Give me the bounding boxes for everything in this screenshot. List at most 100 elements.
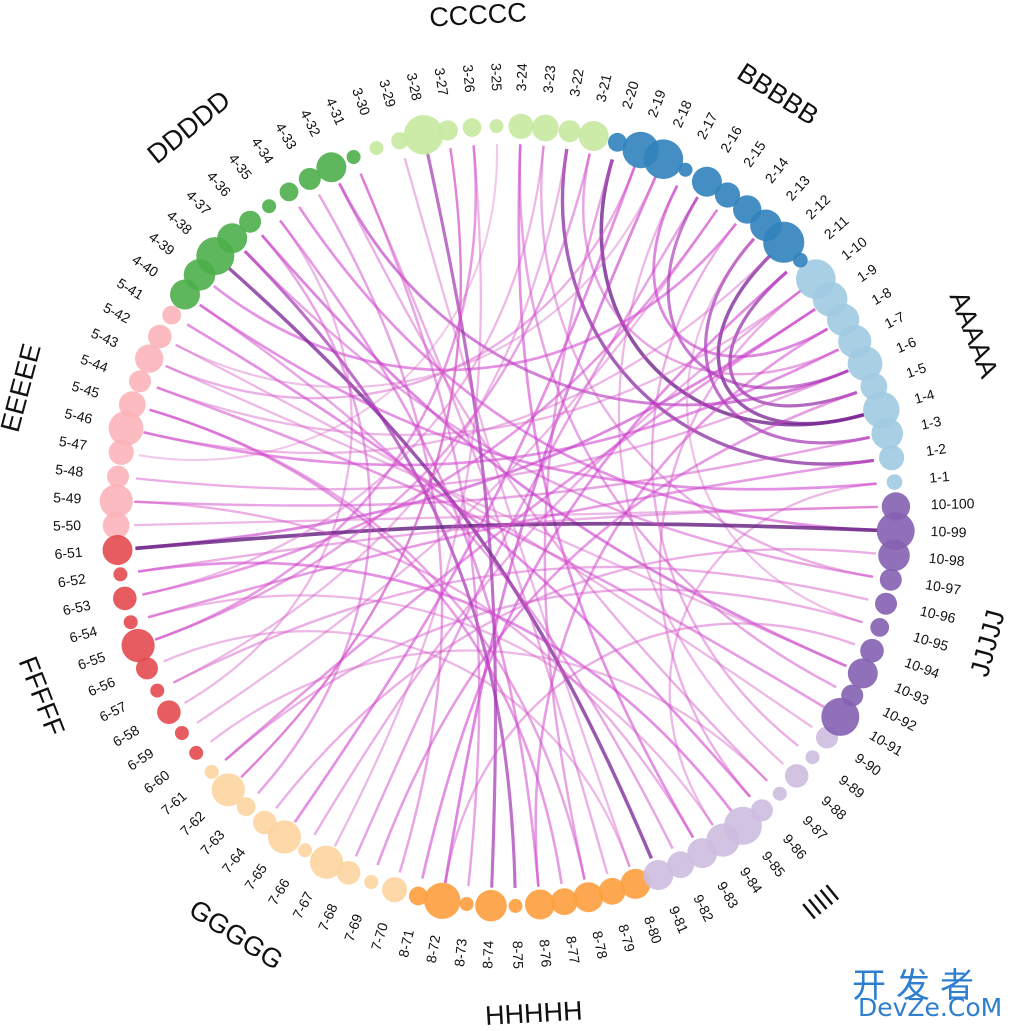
- node-label-3-28: 3-28: [404, 71, 426, 102]
- node-label-7-65: 7-65: [241, 860, 270, 892]
- chord-link: [154, 153, 591, 641]
- node-3-22: [558, 120, 581, 143]
- chord-link: [376, 391, 858, 866]
- node-6-58: [157, 700, 181, 724]
- chord-link: [617, 185, 785, 765]
- node-label-2-15: 2-15: [740, 138, 769, 170]
- chord-link: [149, 408, 563, 884]
- chord-link: [582, 153, 840, 376]
- node-7-63: [236, 797, 256, 817]
- node-6-51: [102, 535, 133, 565]
- node-3-21: [578, 121, 609, 151]
- chord-link: [209, 649, 769, 782]
- node-label-5-41: 5-41: [114, 275, 146, 303]
- node-label-6-53: 6-53: [61, 597, 92, 619]
- node-label-7-63: 7-63: [197, 826, 228, 858]
- chord-link: [420, 270, 788, 879]
- node-label-10-91: 10-91: [867, 727, 906, 759]
- node-label-1-6: 1-6: [894, 333, 919, 356]
- node-label-1-2: 1-2: [925, 440, 948, 459]
- node-8-78: [573, 882, 604, 913]
- chord-link: [134, 505, 878, 527]
- node-5-48: [107, 465, 129, 488]
- chord-link: [212, 222, 738, 372]
- node-label-8-79: 8-79: [615, 922, 638, 954]
- chord-link: [142, 209, 719, 596]
- chord-link: [650, 222, 800, 747]
- node-label-10-100: 10-100: [931, 495, 975, 512]
- node-label-5-49: 5-49: [53, 489, 82, 506]
- node-9-85: [723, 806, 762, 845]
- node-2-16: [691, 166, 722, 197]
- node-4-36: [239, 210, 262, 233]
- node-label-6-54: 6-54: [68, 623, 100, 646]
- chord-link: [425, 152, 498, 888]
- node-4-31: [346, 150, 361, 164]
- node-label-8-74: 8-74: [479, 940, 496, 969]
- chord-link: [668, 482, 877, 826]
- group-label-JJJJJ: JJJJJ: [964, 607, 1010, 680]
- node-1-2: [879, 445, 905, 471]
- node-label-2-16: 2-16: [717, 123, 745, 155]
- node-6-53: [113, 586, 137, 611]
- node-label-10-93: 10-93: [892, 679, 931, 708]
- node-label-8-73: 8-73: [451, 938, 470, 968]
- node-label-1-5: 1-5: [904, 359, 929, 381]
- node-label-7-66: 7-66: [265, 875, 293, 907]
- node-label-9-86: 9-86: [780, 831, 811, 863]
- node-6-56: [136, 657, 158, 680]
- node-8-79: [598, 877, 626, 905]
- chord-link: [172, 148, 568, 684]
- node-label-6-58: 6-58: [110, 722, 142, 750]
- node-label-10-99: 10-99: [930, 523, 967, 540]
- node-label-8-71: 8-71: [395, 928, 417, 959]
- node-7-69: [364, 875, 379, 889]
- node-label-1-3: 1-3: [919, 413, 942, 433]
- node-label-3-29: 3-29: [376, 78, 399, 110]
- node-label-6-55: 6-55: [76, 648, 108, 672]
- node-label-9-82: 9-82: [690, 892, 717, 924]
- node-6-52: [113, 567, 128, 582]
- node-label-1-9: 1-9: [854, 260, 880, 285]
- chord-link: [704, 237, 870, 445]
- node-2-17: [678, 162, 693, 177]
- node-8-77: [550, 888, 578, 915]
- node-5-50: [102, 512, 130, 539]
- node-label-3-23: 3-23: [540, 64, 559, 94]
- node-label-7-61: 7-61: [158, 788, 190, 819]
- node-label-4-31: 4-31: [323, 95, 349, 127]
- node-3-29: [391, 132, 409, 150]
- chord-link: [172, 565, 869, 684]
- node-3-28: [403, 115, 444, 155]
- chord-link: [227, 266, 653, 860]
- node-label-4-33: 4-33: [272, 120, 300, 152]
- chord-link: [147, 594, 714, 826]
- node-label-4-38: 4-38: [164, 207, 196, 238]
- node-5-49: [99, 484, 133, 518]
- chord-link: [686, 237, 863, 624]
- node-label-7-70: 7-70: [368, 920, 391, 952]
- group-label-BBBBB: BBBBB: [732, 57, 824, 131]
- node-label-3-21: 3-21: [593, 72, 615, 103]
- chord-link: [143, 253, 772, 455]
- chord-link: [403, 157, 631, 868]
- node-10-95: [870, 618, 890, 637]
- node-4-34: [279, 182, 299, 202]
- node-label-1-10: 1-10: [838, 233, 870, 263]
- chord-link: [260, 234, 847, 668]
- node-8-74: [475, 889, 507, 922]
- chord-link: [243, 249, 517, 888]
- node-label-2-12: 2-12: [802, 191, 833, 222]
- chord-link: [359, 173, 481, 887]
- node-label-4-34: 4-34: [248, 134, 277, 166]
- node-5-44: [129, 370, 151, 393]
- node-7-67: [309, 845, 344, 879]
- chord-link: [137, 561, 733, 813]
- group-label-HHHHH: HHHHH: [484, 996, 583, 1031]
- chord-link: [240, 148, 463, 779]
- node-label-1-1: 1-1: [929, 468, 951, 486]
- node-6-59: [174, 726, 189, 740]
- group-label-IIIII: IIIII: [797, 879, 845, 926]
- node-10-97: [879, 568, 902, 591]
- chord-link: [534, 327, 829, 887]
